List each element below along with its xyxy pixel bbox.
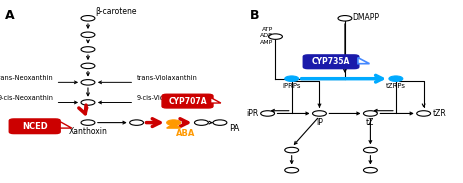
Text: AMP: AMP — [260, 40, 273, 45]
Text: tZRPs: tZRPs — [386, 83, 406, 89]
Circle shape — [285, 167, 299, 173]
FancyBboxPatch shape — [9, 119, 60, 134]
Circle shape — [81, 120, 95, 125]
Text: ABA: ABA — [176, 129, 195, 138]
Text: Xanthoxin: Xanthoxin — [69, 127, 107, 136]
Text: tZ: tZ — [366, 118, 375, 127]
Polygon shape — [60, 122, 72, 128]
Text: IP: IP — [316, 118, 323, 127]
Text: CYP735A: CYP735A — [312, 57, 350, 66]
Circle shape — [417, 111, 431, 116]
FancyBboxPatch shape — [162, 94, 213, 108]
Text: A: A — [5, 9, 14, 22]
Circle shape — [285, 76, 299, 81]
Circle shape — [261, 111, 275, 116]
Text: trans-Neoxanthin: trans-Neoxanthin — [0, 74, 53, 81]
Circle shape — [338, 16, 352, 21]
Text: β-carotene: β-carotene — [95, 8, 137, 16]
Text: PA: PA — [229, 124, 239, 133]
Circle shape — [285, 147, 299, 153]
Text: tZR: tZR — [433, 109, 447, 118]
Circle shape — [363, 147, 377, 153]
Circle shape — [81, 63, 95, 69]
Circle shape — [363, 167, 377, 173]
FancyBboxPatch shape — [303, 55, 359, 69]
Text: 9-cis-Violaxanthin: 9-cis-Violaxanthin — [137, 95, 196, 101]
Polygon shape — [358, 58, 369, 64]
Circle shape — [81, 32, 95, 38]
Circle shape — [269, 34, 282, 39]
Text: B: B — [250, 9, 260, 22]
Circle shape — [81, 100, 95, 105]
Text: NCED: NCED — [22, 122, 48, 131]
Text: DMAPP: DMAPP — [352, 13, 379, 22]
Text: CYP707A: CYP707A — [168, 97, 207, 106]
Text: iPR: iPR — [246, 109, 258, 118]
Text: iPRPs: iPRPs — [282, 83, 301, 89]
Text: trans-Violaxanthin: trans-Violaxanthin — [137, 74, 197, 81]
Circle shape — [389, 76, 403, 81]
Circle shape — [194, 120, 208, 125]
Circle shape — [213, 120, 227, 125]
Text: ADP: ADP — [260, 33, 273, 38]
Polygon shape — [167, 124, 181, 128]
Circle shape — [81, 80, 95, 85]
Circle shape — [81, 16, 95, 21]
Text: ATP: ATP — [262, 27, 273, 32]
Text: 9-cis-Neoxanthin: 9-cis-Neoxanthin — [0, 95, 53, 101]
Circle shape — [130, 120, 144, 125]
Circle shape — [81, 47, 95, 52]
Polygon shape — [211, 98, 221, 103]
Circle shape — [313, 111, 326, 116]
Circle shape — [167, 120, 181, 125]
Circle shape — [363, 111, 377, 116]
